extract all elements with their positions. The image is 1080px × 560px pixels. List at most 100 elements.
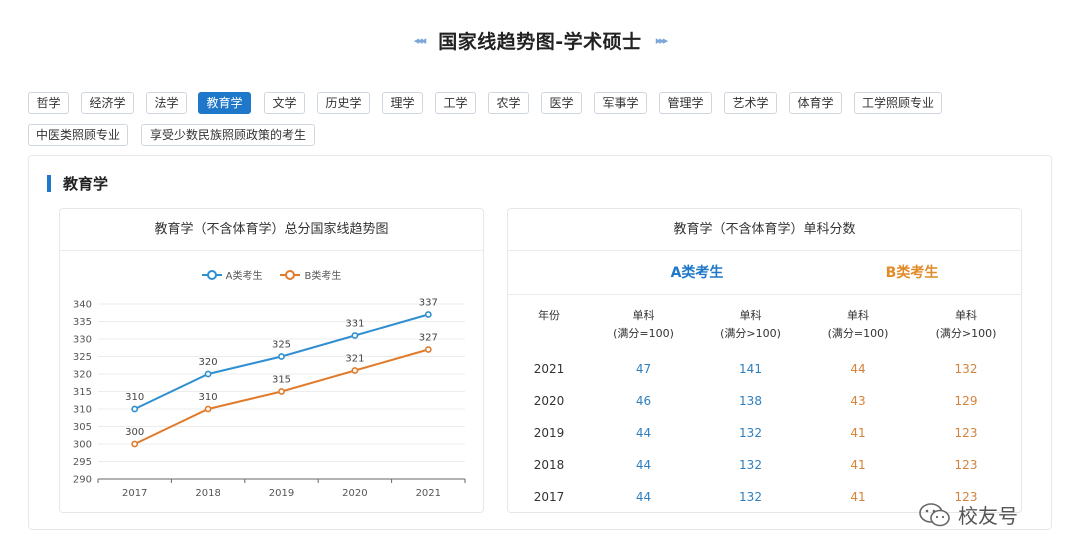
data-point (278, 388, 285, 395)
data-label: 310 (125, 392, 144, 403)
x-tick-label: 2018 (195, 488, 220, 499)
data-label: 320 (199, 357, 218, 368)
group-header-a: A类考生 (670, 265, 724, 281)
cell-year: 2018 (533, 458, 565, 472)
tab-history[interactable]: 历史学 (317, 92, 370, 114)
data-point (424, 346, 432, 353)
cell-b-100: 41 (850, 490, 866, 504)
x-tick-label: 2019 (269, 488, 294, 499)
x-tick-label: 2020 (342, 488, 367, 499)
tab-science[interactable]: 理学 (382, 92, 423, 114)
tab-tcm-special[interactable]: 中医类照顾专业 (28, 124, 128, 146)
legend-label-b: B类考生 (304, 271, 342, 282)
scores-table-card: 教育学（不含体育学）单科分数 A类考生 B类考生 年份 单科 (满分=100) … (507, 208, 1022, 513)
y-tick-label: 335 (73, 317, 92, 328)
cell-b-100: 41 (850, 426, 866, 440)
watermark: 校友号 (918, 500, 1018, 529)
col-header-a-gt100: 单科 (满分>100) (720, 309, 781, 340)
cell-year: 2017 (533, 490, 565, 504)
tab-literature[interactable]: 文学 (264, 92, 305, 114)
group-header-b: B类考生 (885, 265, 939, 281)
chart-card: 教育学（不含体育学）总分国家线趋势图 A类考生 B类考生 290 295 300 30… (59, 208, 484, 513)
x-tick-label: 2017 (122, 488, 147, 499)
tab-arts[interactable]: 艺术学 (724, 92, 777, 114)
data-point (204, 405, 212, 413)
y-tick-label: 320 (73, 370, 92, 381)
line-chart: 290 295 300 305 310 315 320 325 330 335 340 2017 201… (73, 298, 466, 499)
table-group-headers: A类考生 B类考生 (508, 251, 1021, 295)
cell-b-gt100: 132 (954, 362, 978, 376)
tab-law[interactable]: 法学 (146, 92, 187, 114)
data-point (278, 353, 285, 360)
legend-swatch-b (280, 269, 301, 280)
table-row: 2018 44 132 41 123 (508, 455, 1021, 475)
cell-b-gt100: 129 (954, 394, 978, 408)
section-title: 教育学 (47, 174, 109, 193)
content-panel: 教育学 教育学（不含体育学）总分国家线趋势图 A类考生 B类考生 290 295 3… (28, 155, 1052, 530)
tab-engineering[interactable]: 工学 (435, 92, 476, 114)
cell-year: 2020 (533, 394, 565, 408)
y-tick-label: 295 (73, 457, 92, 468)
wechat-icon (919, 502, 950, 526)
y-tick-label: 315 (73, 387, 92, 398)
tab-philosophy[interactable]: 哲学 (28, 92, 69, 114)
y-tick-label: 310 (73, 405, 92, 416)
table-row: 2020 46 138 43 129 (508, 391, 1021, 411)
watermark-text: 校友号 (958, 504, 1018, 528)
series-line-b (134, 348, 429, 445)
tab-agriculture[interactable]: 农学 (488, 92, 529, 114)
cell-b-gt100: 123 (954, 490, 978, 504)
table-row: 2021 47 141 44 132 (508, 359, 1021, 379)
page-title: 国家线趋势图-学术硕士 (438, 30, 642, 53)
tab-medicine[interactable]: 医学 (541, 92, 582, 114)
table-row: 2017 44 132 41 123 (508, 487, 1021, 507)
tab-management[interactable]: 管理学 (659, 92, 712, 114)
cell-a-100: 44 (635, 490, 652, 504)
cell-year: 2019 (533, 426, 565, 440)
y-tick-label: 330 (73, 335, 92, 346)
y-tick-label: 325 (73, 352, 92, 363)
cell-a-100: 47 (635, 362, 652, 376)
y-tick-label: 300 (73, 440, 92, 451)
page-header: ◂◂◂ 国家线趋势图-学术硕士 ▸▸▸ (0, 22, 1080, 58)
section-title-text: 教育学 (63, 174, 109, 193)
legend-item-a[interactable]: A类考生 (201, 267, 263, 282)
data-point (204, 370, 212, 378)
data-label: 300 (125, 427, 144, 438)
data-label: 327 (419, 333, 438, 344)
right-arrows-icon: ▸▸▸ (655, 33, 669, 47)
left-arrows-icon: ◂◂◂ (413, 33, 427, 47)
data-point (351, 332, 359, 339)
tab-military[interactable]: 军事学 (594, 92, 647, 114)
tab-minority-policy[interactable]: 享受少数民族照顾政策的考生 (141, 124, 315, 146)
x-tick-label: 2021 (416, 488, 441, 499)
tab-economics[interactable]: 经济学 (81, 92, 134, 114)
cell-b-100: 44 (850, 362, 866, 376)
section-accent-bar (47, 174, 51, 192)
cell-a-gt100: 138 (739, 394, 762, 408)
legend-swatch-a (201, 269, 222, 280)
cell-a-100: 46 (635, 394, 652, 408)
legend-item-b[interactable]: B类考生 (280, 267, 341, 282)
data-label: 331 (345, 319, 364, 330)
data-label: 315 (272, 375, 291, 386)
data-label: 310 (199, 392, 218, 403)
chart-title: 教育学（不含体育学）总分国家线趋势图 (60, 209, 483, 251)
cell-b-100: 41 (850, 458, 866, 472)
tab-sports[interactable]: 体育学 (789, 92, 842, 114)
data-point (131, 440, 139, 448)
y-tick-label: 305 (73, 422, 92, 433)
tab-education[interactable]: 教育学 (198, 92, 251, 114)
col-header-b-gt100: 单科 (满分>100) (935, 309, 997, 340)
cell-year: 2021 (533, 362, 565, 376)
cell-a-gt100: 132 (739, 426, 762, 440)
cell-a-100: 44 (635, 426, 652, 440)
legend-label-a: A类考生 (225, 271, 263, 282)
data-point (131, 405, 139, 413)
cell-b-gt100: 123 (954, 426, 978, 440)
data-point (351, 367, 359, 374)
y-tick-label: 340 (73, 300, 92, 311)
tab-engineering-special[interactable]: 工学照顾专业 (854, 92, 942, 114)
cell-a-gt100: 132 (739, 458, 762, 472)
cell-b-gt100: 123 (954, 458, 978, 472)
